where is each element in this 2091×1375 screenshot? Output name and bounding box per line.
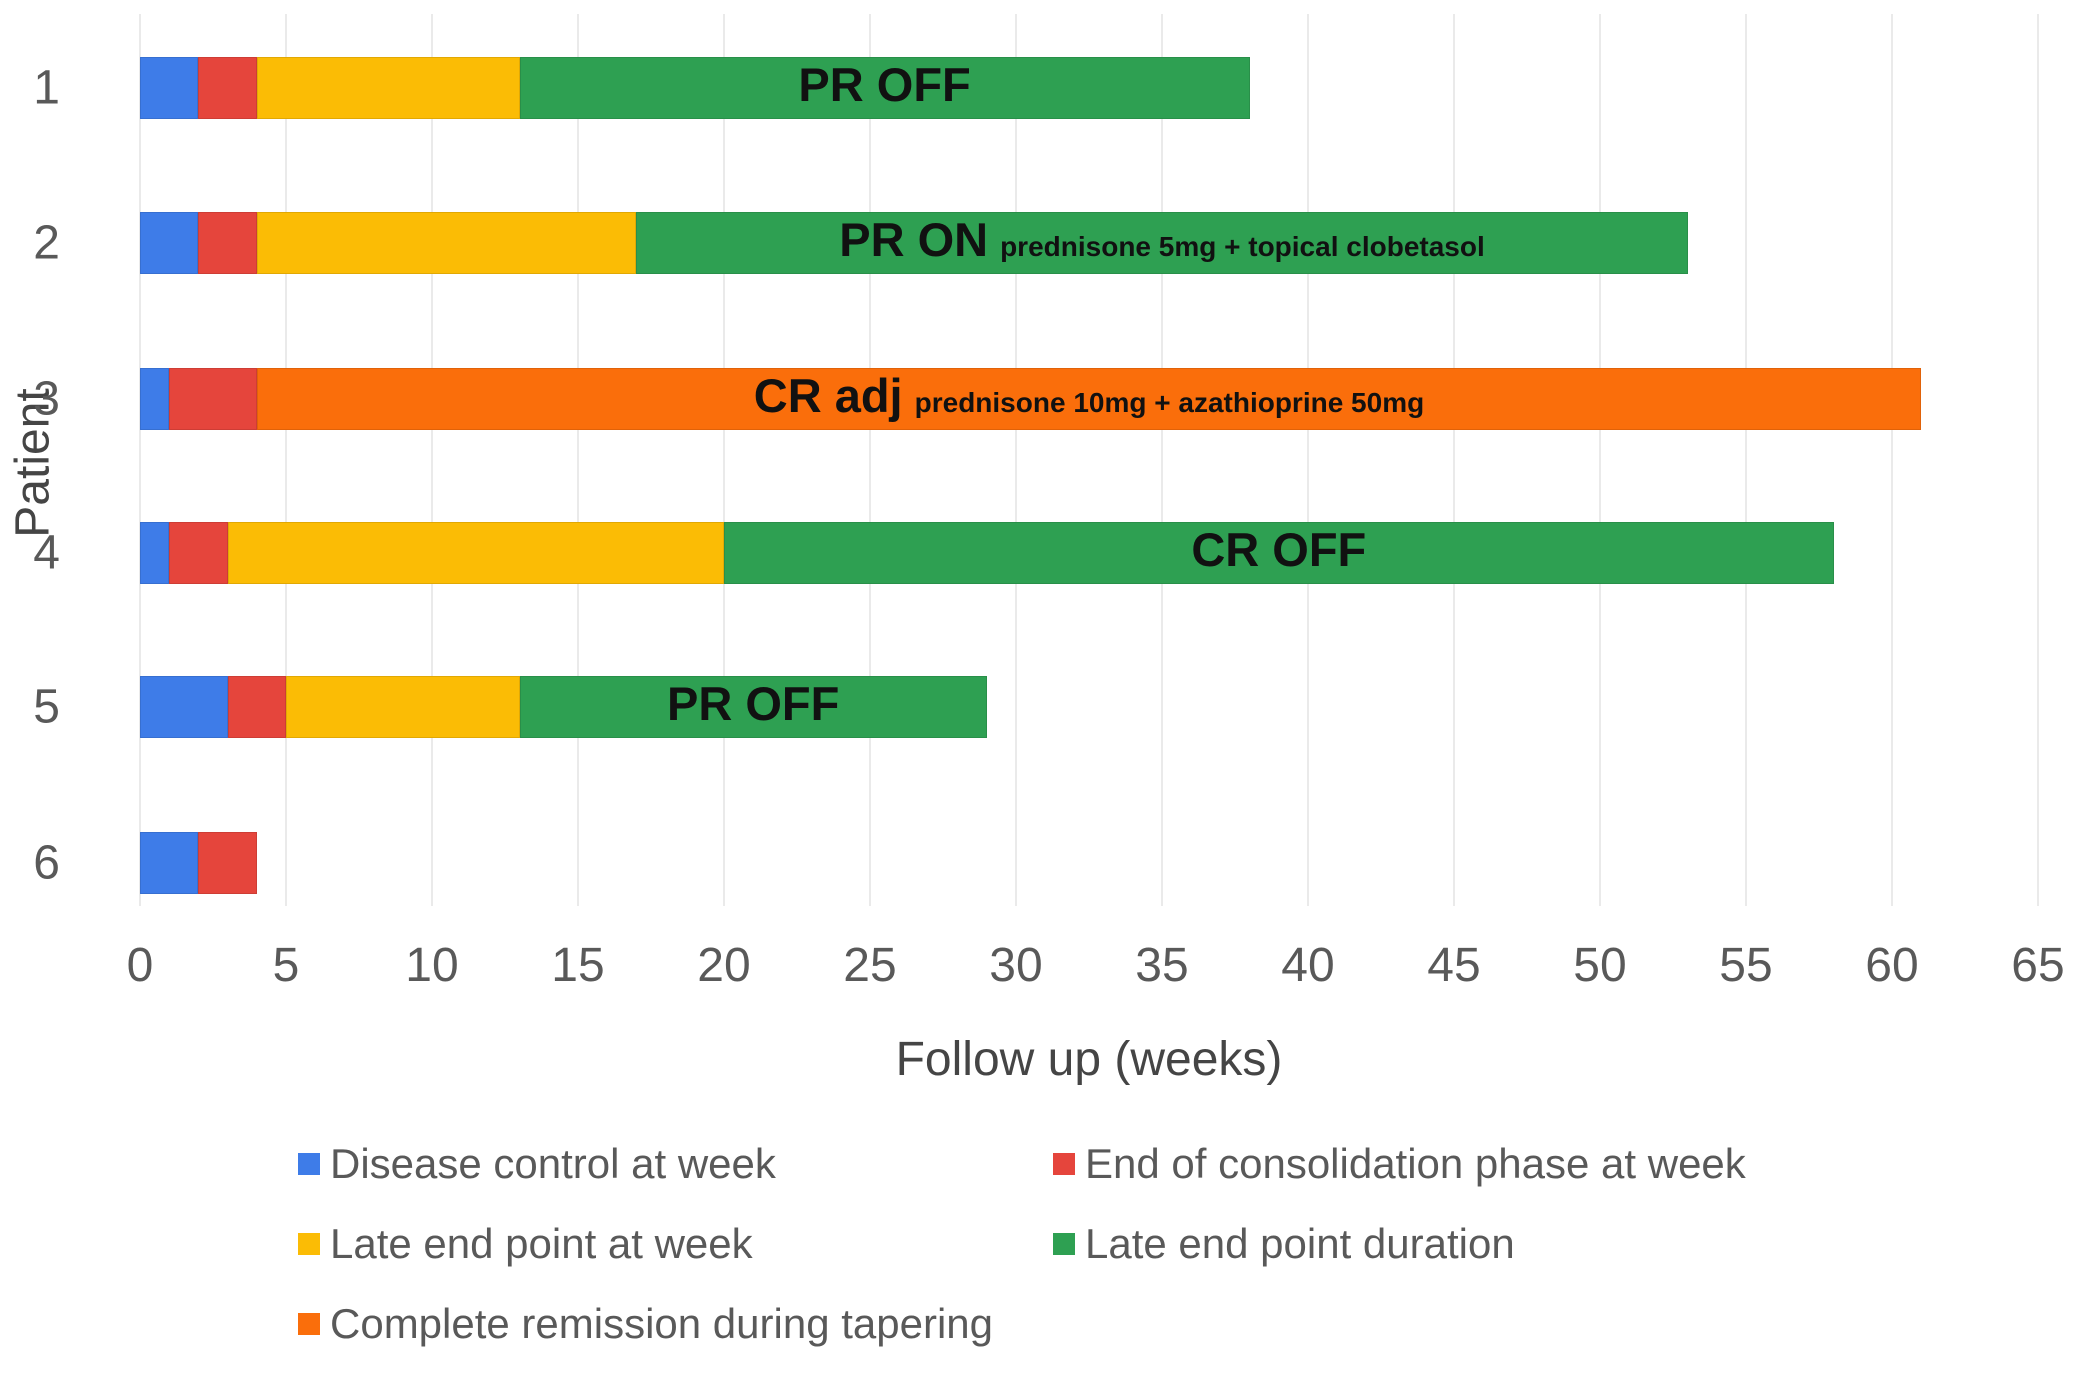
x-tick-label: 25	[843, 939, 897, 992]
x-tick-label: 15	[551, 939, 605, 992]
legend-item-red: End of consolidation phase at week	[1053, 1140, 1746, 1188]
bar-segment-blue-patient-6	[140, 832, 199, 894]
legend-label: Complete remission during tapering	[330, 1300, 993, 1347]
legend-label: Disease control at week	[330, 1140, 776, 1187]
gridline-week-55	[1745, 14, 1747, 906]
bar-segment-blue-patient-2	[140, 212, 199, 274]
legend-swatch-blue	[298, 1153, 320, 1175]
x-tick-label: 65	[2011, 939, 2065, 992]
x-tick-label: 55	[1719, 939, 1773, 992]
bar-segment-red-patient-2	[198, 212, 257, 274]
x-tick-label: 10	[405, 939, 459, 992]
gridline-week-15	[577, 14, 579, 906]
gridline-week-60	[1891, 14, 1893, 906]
x-axis-title: Follow up (weeks)	[895, 1033, 1283, 1086]
gridline-week-25	[869, 14, 871, 906]
gridline-week-0	[139, 14, 141, 906]
bar-segment-green-patient-5	[519, 676, 987, 738]
bar-segment-red-patient-4	[169, 522, 228, 584]
y-tick-label-patient-1: 1	[33, 61, 60, 115]
x-tick-label: 20	[697, 939, 751, 992]
legend-swatch-green	[1053, 1233, 1075, 1255]
legend-item-yellow: Late end point at week	[298, 1220, 753, 1268]
y-tick-label-patient-5: 5	[33, 680, 60, 734]
bar-segment-green-patient-4	[724, 522, 1834, 584]
gridline-week-50	[1599, 14, 1601, 906]
y-tick-label-patient-4: 4	[33, 526, 60, 580]
bar-segment-yellow-patient-4	[227, 522, 724, 584]
bar-segment-green-patient-2	[636, 212, 1688, 274]
x-tick-label: 35	[1135, 939, 1189, 992]
x-tick-label: 50	[1573, 939, 1627, 992]
bar-segment-orange-patient-3	[256, 368, 1922, 430]
x-tick-label: 60	[1865, 939, 1919, 992]
gridline-week-65	[2037, 14, 2039, 906]
bar-segment-blue-patient-5	[140, 676, 228, 738]
bar-segment-yellow-patient-1	[256, 57, 520, 119]
bar-segment-red-patient-5	[227, 676, 286, 738]
x-tick-label: 30	[989, 939, 1043, 992]
legend-item-blue: Disease control at week	[298, 1140, 776, 1188]
bar-segment-red-patient-6	[198, 832, 257, 894]
x-tick-label: 45	[1427, 939, 1481, 992]
y-tick-label-patient-2: 2	[33, 216, 60, 270]
legend-label: End of consolidation phase at week	[1085, 1140, 1746, 1187]
legend-label: Late end point at week	[330, 1220, 753, 1267]
bar-segment-yellow-patient-2	[256, 212, 637, 274]
x-tick-label: 40	[1281, 939, 1335, 992]
bar-segment-blue-patient-3	[140, 368, 170, 430]
gridline-week-10	[431, 14, 433, 906]
gridline-week-5	[285, 14, 287, 906]
bar-segment-blue-patient-4	[140, 522, 170, 584]
gridline-week-35	[1161, 14, 1163, 906]
bar-segment-yellow-patient-5	[286, 676, 520, 738]
gridline-week-30	[1015, 14, 1017, 906]
y-tick-label-patient-6: 6	[33, 836, 60, 890]
bar-segment-red-patient-3	[169, 368, 257, 430]
x-tick-label: 0	[126, 939, 154, 992]
bar-segment-blue-patient-1	[140, 57, 199, 119]
gridline-week-20	[723, 14, 725, 906]
gridline-week-45	[1453, 14, 1455, 906]
legend-label: Late end point duration	[1085, 1220, 1515, 1267]
legend-swatch-red	[1053, 1153, 1075, 1175]
bar-segment-red-patient-1	[198, 57, 257, 119]
legend-swatch-yellow	[298, 1233, 320, 1255]
legend-swatch-orange	[298, 1313, 320, 1335]
y-tick-label-patient-3: 3	[33, 372, 60, 426]
bar-segment-green-patient-1	[519, 57, 1250, 119]
legend-item-green: Late end point duration	[1053, 1220, 1515, 1268]
legend-item-orange: Complete remission during tapering	[298, 1300, 993, 1348]
gridline-week-40	[1307, 14, 1309, 906]
x-tick-label: 5	[272, 939, 300, 992]
